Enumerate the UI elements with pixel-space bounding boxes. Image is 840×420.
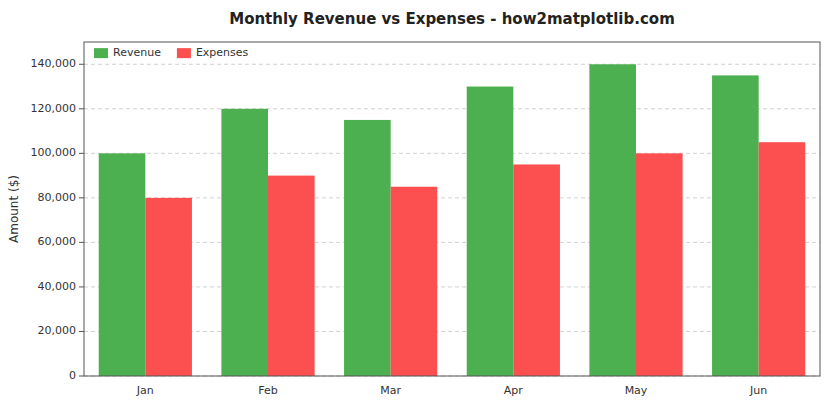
y-tick	[79, 376, 84, 377]
chart-container: 0 20,000 40,000 60,000 80,000 100,000 120,000 1…	[0, 0, 840, 420]
y-tick	[79, 331, 84, 332]
grid-line	[84, 331, 820, 332]
y-tick-label: 40,000	[38, 280, 77, 293]
y-tick	[79, 286, 84, 287]
legend-swatch	[94, 48, 108, 58]
y-tick-label: 0	[69, 369, 76, 382]
x-tick-label: Mar	[380, 384, 401, 397]
y-tick-label: 120,000	[31, 102, 77, 115]
chart-svg: 0 20,000 40,000 60,000 80,000 100,000 120,000 1…	[0, 0, 840, 420]
bar	[221, 109, 268, 376]
x-tick-label: Jan	[136, 384, 154, 397]
x-tick-label: Jun	[749, 384, 767, 397]
bar	[467, 87, 514, 376]
plot-frame	[84, 42, 820, 376]
bar	[759, 142, 806, 376]
bar	[391, 187, 438, 376]
y-tick-label: 60,000	[38, 235, 77, 248]
legend-label: Expenses	[196, 46, 249, 59]
y-tick-label: 100,000	[31, 146, 77, 159]
bar	[268, 176, 315, 376]
y-tick	[79, 64, 84, 65]
bar	[513, 164, 560, 376]
grid-line	[84, 153, 820, 154]
grid-line	[84, 242, 820, 243]
bars	[99, 64, 806, 376]
grid-line	[84, 64, 820, 65]
y-tick	[79, 197, 84, 198]
grid-line	[84, 197, 820, 198]
bar	[589, 64, 636, 376]
y-tick-label: 20,000	[38, 324, 77, 337]
bar	[145, 198, 192, 376]
legend: Revenue Expenses	[94, 46, 249, 59]
y-tick	[79, 153, 84, 154]
y-axis-label: Amount ($)	[7, 175, 21, 243]
y-tick-label: 140,000	[31, 57, 77, 70]
legend-swatch	[177, 48, 191, 58]
x-tick-label: Apr	[504, 384, 524, 397]
bar	[636, 153, 683, 376]
bar	[99, 153, 146, 376]
x-tick-label: Feb	[258, 384, 277, 397]
y-tick	[79, 108, 84, 109]
y-tick	[79, 242, 84, 243]
x-tick-label: May	[625, 384, 648, 397]
grid-line	[84, 286, 820, 287]
grid-line	[84, 108, 820, 109]
bar	[344, 120, 391, 376]
title: Monthly Revenue vs Expenses - how2matplo…	[229, 10, 675, 28]
legend-label: Revenue	[113, 46, 161, 59]
bar	[712, 75, 759, 376]
y-tick-label: 80,000	[38, 191, 77, 204]
